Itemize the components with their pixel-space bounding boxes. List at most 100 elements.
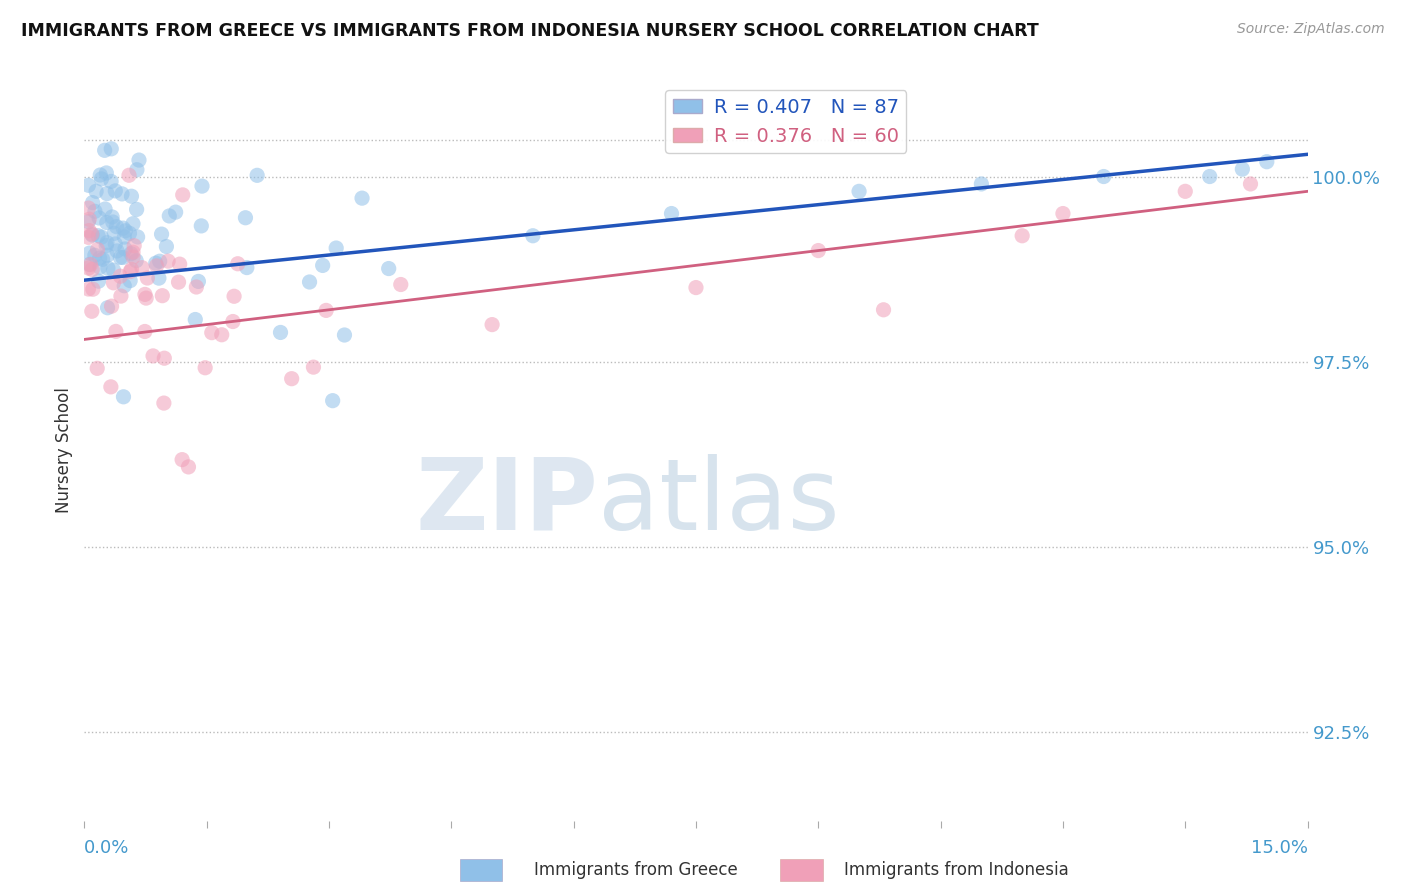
Point [79, 257, 101, 271]
Point [165, 205, 187, 219]
Point [298, 275, 321, 289]
Text: atlas: atlas [598, 454, 839, 550]
Point [87, 228, 110, 243]
Point [186, 280, 208, 294]
Point [315, 303, 337, 318]
Point [1256, 154, 1278, 169]
Point [103, 227, 125, 241]
Point [167, 275, 190, 289]
Point [77, 215, 100, 229]
Point [127, 230, 149, 244]
Point [270, 326, 292, 340]
Legend: R = 0.407   N = 87, R = 0.376   N = 60: R = 0.407 N = 87, R = 0.376 N = 60 [665, 90, 907, 153]
Point [145, 259, 167, 273]
Point [848, 185, 870, 199]
Point [114, 224, 136, 238]
Point [89, 251, 111, 265]
Point [120, 264, 142, 278]
Point [135, 291, 157, 305]
Point [157, 254, 180, 268]
Point [100, 380, 122, 394]
Point [389, 277, 412, 292]
Point [333, 328, 356, 343]
Point [80, 227, 103, 241]
Point [685, 280, 707, 294]
Point [125, 162, 148, 177]
Point [93, 144, 115, 158]
Point [79, 246, 101, 260]
Point [104, 325, 127, 339]
Point [177, 459, 200, 474]
Point [86, 243, 108, 257]
Point [211, 327, 233, 342]
Point [84, 184, 107, 198]
Point [190, 219, 212, 233]
Point [96, 166, 118, 180]
Point [104, 237, 127, 252]
Text: ZIP: ZIP [415, 454, 598, 550]
Point [86, 361, 108, 376]
Point [82, 282, 104, 296]
Text: Source: ZipAtlas.com: Source: ZipAtlas.com [1237, 22, 1385, 37]
Point [82, 195, 104, 210]
Point [134, 287, 156, 301]
Point [122, 250, 145, 264]
Point [91, 252, 114, 267]
Point [104, 184, 127, 198]
Point [77, 224, 100, 238]
Point [112, 230, 135, 244]
Point [169, 257, 191, 271]
Point [1239, 177, 1261, 191]
Point [246, 169, 269, 183]
Point [142, 349, 165, 363]
Point [222, 289, 245, 303]
Point [311, 259, 333, 273]
Point [77, 230, 100, 244]
Point [1011, 228, 1033, 243]
Point [79, 258, 101, 272]
Point [84, 204, 107, 219]
Point [112, 390, 135, 404]
Point [80, 304, 103, 318]
Point [105, 244, 128, 258]
Point [77, 201, 100, 215]
Point [82, 262, 104, 277]
Point [125, 202, 148, 217]
Point [120, 274, 142, 288]
Point [89, 260, 111, 275]
Point [114, 242, 136, 256]
Point [125, 253, 148, 268]
Point [77, 261, 100, 276]
Point [226, 257, 249, 271]
Point [89, 168, 111, 182]
Point [90, 230, 112, 244]
Point [96, 186, 118, 201]
Point [1052, 206, 1074, 220]
Point [136, 271, 159, 285]
Point [807, 244, 830, 258]
Point [153, 396, 176, 410]
Point [222, 314, 245, 328]
Point [201, 326, 224, 340]
Point [96, 216, 118, 230]
Point [101, 215, 124, 229]
Point [236, 260, 259, 275]
Point [77, 212, 100, 227]
Y-axis label: Nursery School: Nursery School [55, 387, 73, 514]
Point [111, 186, 134, 201]
Point [153, 351, 176, 366]
Point [150, 288, 173, 302]
Point [111, 251, 134, 265]
Point [1232, 162, 1254, 177]
Point [110, 251, 132, 265]
Point [110, 269, 132, 284]
Point [661, 206, 683, 220]
Point [122, 245, 145, 260]
Point [112, 221, 135, 235]
Point [96, 235, 118, 250]
Point [112, 278, 135, 293]
Point [131, 260, 153, 275]
Point [191, 179, 214, 194]
Point [481, 318, 503, 332]
Point [128, 153, 150, 167]
